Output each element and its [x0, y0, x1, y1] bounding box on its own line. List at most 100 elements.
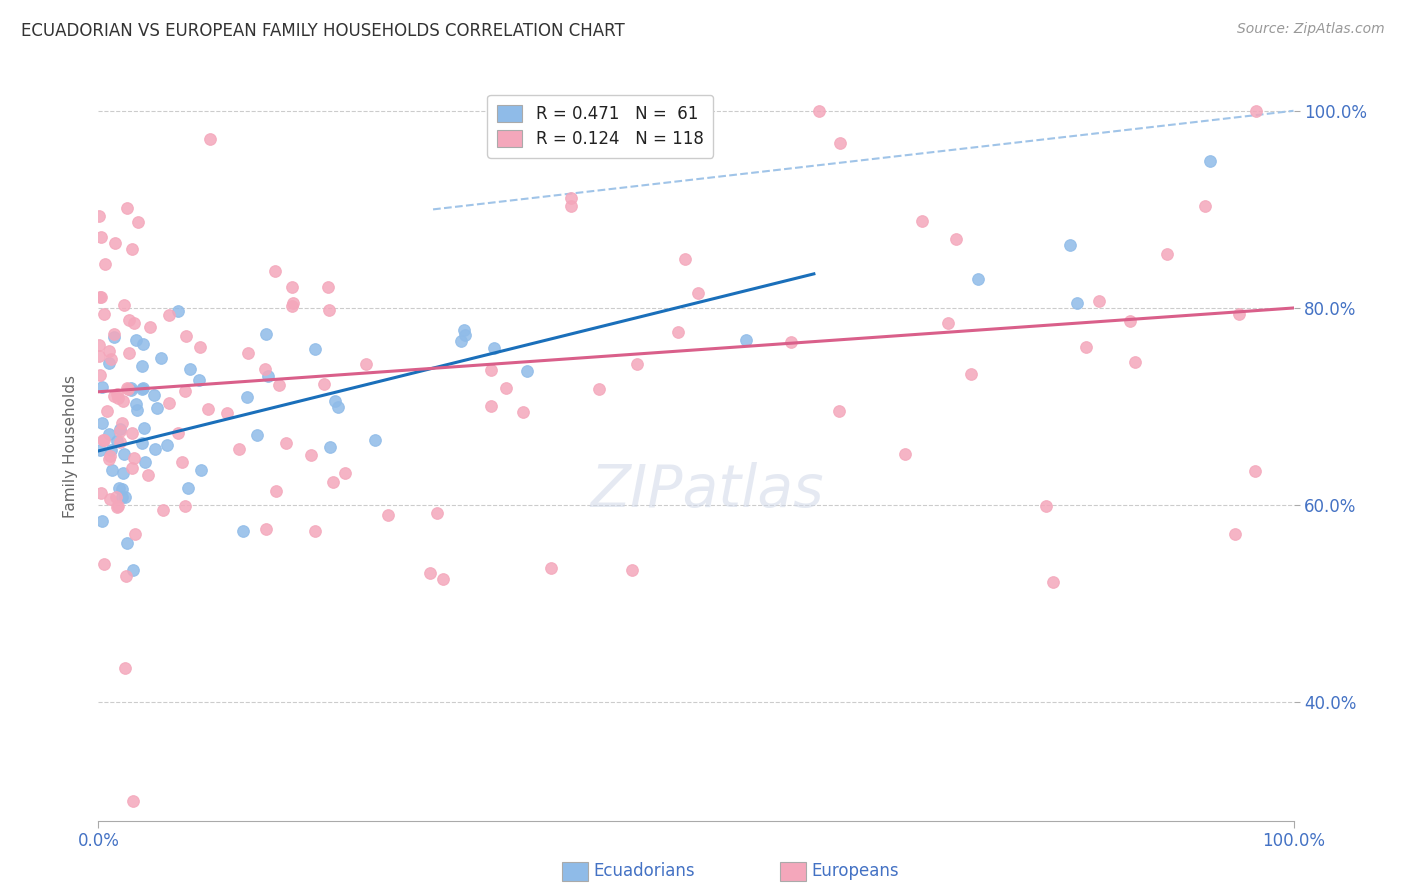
Point	[228, 442, 250, 457]
Point	[132, 381, 155, 395]
Point	[90, 485, 112, 500]
Text: Ecuadorians: Ecuadorians	[593, 863, 695, 880]
Point	[280, 300, 302, 314]
Point	[560, 191, 582, 205]
Point	[1223, 526, 1246, 541]
Point	[90, 416, 112, 430]
Point	[118, 313, 141, 327]
Point	[117, 202, 139, 216]
Point	[121, 460, 143, 475]
Point	[93, 307, 115, 321]
Point	[1244, 103, 1267, 118]
Point	[1244, 464, 1267, 478]
Point	[316, 280, 339, 294]
Point	[111, 490, 134, 504]
Point	[354, 357, 377, 371]
Point	[114, 661, 136, 675]
Point	[89, 209, 111, 223]
Point	[101, 463, 124, 477]
Point	[111, 416, 134, 430]
Point	[131, 359, 153, 373]
Point	[157, 395, 180, 409]
Point	[197, 401, 219, 416]
Point	[98, 427, 121, 442]
Point	[117, 382, 139, 396]
Point	[122, 451, 145, 466]
Point	[187, 373, 209, 387]
Point	[215, 406, 238, 420]
Point	[105, 434, 128, 449]
Point	[93, 433, 115, 447]
Point	[673, 252, 696, 266]
Point	[828, 136, 851, 150]
Text: Source: ZipAtlas.com: Source: ZipAtlas.com	[1237, 22, 1385, 37]
Point	[87, 338, 110, 352]
Point	[125, 334, 148, 348]
Point	[323, 394, 346, 409]
Point	[117, 381, 139, 395]
Point	[482, 341, 505, 355]
Point	[104, 490, 127, 504]
Point	[100, 443, 122, 458]
Point	[103, 327, 125, 342]
Point	[111, 466, 134, 480]
Point	[122, 794, 145, 808]
Point	[111, 482, 134, 496]
Point	[115, 569, 138, 583]
Point	[364, 433, 387, 447]
Point	[945, 232, 967, 246]
Point	[267, 378, 290, 392]
Point	[132, 421, 155, 435]
Point	[304, 342, 326, 356]
Point	[91, 433, 114, 447]
Point	[167, 303, 190, 318]
Point	[125, 397, 148, 411]
Point	[132, 337, 155, 351]
Point	[131, 435, 153, 450]
Point	[1227, 307, 1250, 321]
Point	[626, 358, 648, 372]
Point	[104, 235, 127, 250]
Point	[145, 442, 167, 457]
Point	[198, 132, 221, 146]
Point	[1074, 340, 1097, 354]
Point	[103, 330, 125, 344]
Point	[90, 230, 112, 244]
Legend: R = 0.471   N =  61, R = 0.124   N = 118: R = 0.471 N = 61, R = 0.124 N = 118	[488, 95, 713, 158]
Point	[911, 214, 934, 228]
Point	[780, 335, 803, 350]
Point	[281, 280, 304, 294]
Point	[1066, 296, 1088, 310]
Point	[112, 394, 135, 409]
Point	[263, 264, 285, 278]
Point	[110, 434, 132, 449]
Point	[97, 344, 120, 359]
Y-axis label: Family Households: Family Households	[63, 375, 77, 517]
Point	[108, 481, 131, 495]
Point	[188, 340, 211, 354]
Point	[959, 367, 981, 381]
Point	[125, 402, 148, 417]
Point	[894, 447, 917, 461]
Point	[419, 566, 441, 580]
Point	[118, 346, 141, 360]
Point	[936, 316, 959, 330]
Point	[89, 290, 111, 304]
Point	[120, 381, 142, 395]
Point	[516, 364, 538, 378]
Point	[808, 103, 831, 118]
Point	[299, 448, 322, 462]
Point	[121, 426, 143, 441]
Point	[121, 242, 143, 256]
Point	[90, 380, 112, 394]
Point	[432, 572, 454, 586]
Point	[134, 454, 156, 468]
Point	[179, 362, 201, 376]
Point	[318, 303, 340, 318]
Point	[114, 491, 136, 505]
Text: ECUADORIAN VS EUROPEAN FAMILY HOUSEHOLDS CORRELATION CHART: ECUADORIAN VS EUROPEAN FAMILY HOUSEHOLDS…	[21, 22, 624, 40]
Point	[89, 442, 111, 457]
Point	[967, 271, 990, 285]
Point	[107, 391, 129, 405]
Point	[91, 514, 114, 528]
